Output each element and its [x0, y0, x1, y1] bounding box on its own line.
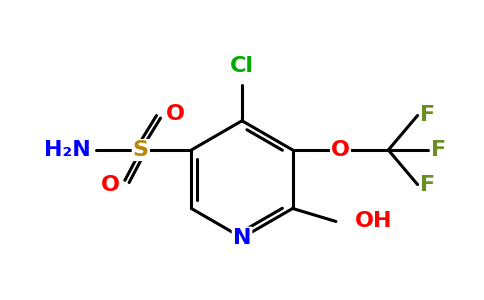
- Text: F: F: [431, 140, 446, 160]
- Text: F: F: [420, 175, 435, 195]
- Text: S: S: [133, 140, 149, 160]
- Text: N: N: [233, 228, 251, 248]
- Text: O: O: [166, 104, 185, 124]
- Text: F: F: [420, 105, 435, 125]
- Text: H₂N: H₂N: [44, 140, 91, 160]
- Text: Cl: Cl: [230, 56, 254, 76]
- Text: O: O: [101, 175, 120, 195]
- Text: O: O: [331, 140, 350, 160]
- Text: OH: OH: [354, 212, 392, 232]
